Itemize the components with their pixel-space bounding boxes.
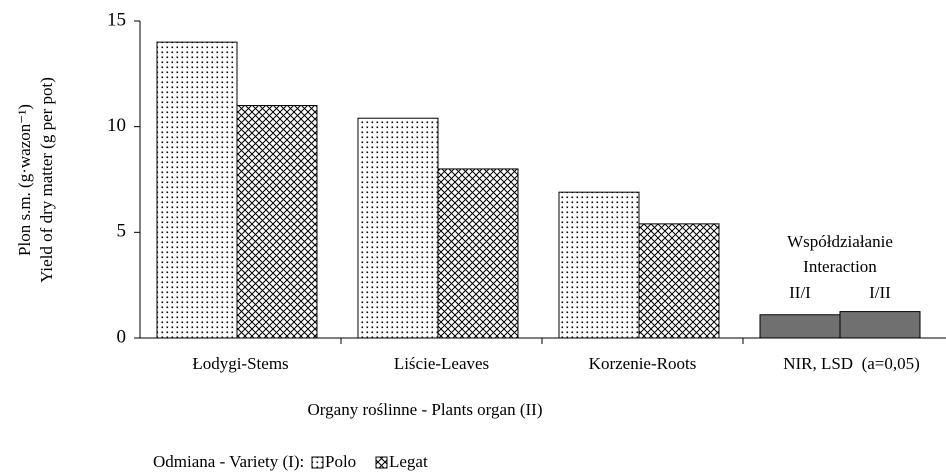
legend-title: Odmiana - Variety (I): [153,452,304,471]
x-axis-label: Organy roślinne - Plants organ (II) [308,400,543,419]
legend-swatch [375,456,388,469]
bar [236,105,318,339]
x-tick-label: Korzenie-Roots [589,354,697,373]
bar [357,117,439,339]
lsd-label: II/I [789,283,811,302]
x-tick-label: NIR, LSD (a=0,05) [783,354,920,373]
annotation: Współdziałanie [787,232,893,251]
legend-swatch [311,456,324,469]
legend-label: Legat [389,452,428,471]
y-tick-label: 15 [107,9,126,30]
bar [558,191,640,339]
y-axis-label-line: Plon s.m. (g·wazon⁻¹) [15,104,34,256]
y-tick-label: 10 [107,115,126,136]
y-axis-label-line: Yield of dry matter (g per pot) [37,77,56,283]
y-axis-label: Plon s.m. (g·wazon⁻¹) Yield of dry matte… [15,77,56,283]
y-tick-label: 5 [117,221,127,242]
bar [437,168,519,339]
y-tick-label: 0 [117,326,127,347]
bar [638,223,720,339]
x-tick-label: Łodygi-Stems [192,354,288,373]
bar [156,41,238,339]
annotation: Interaction [803,257,877,276]
legend-label: Polo [325,452,356,471]
bar [759,314,841,339]
bar [839,311,921,339]
lsd-label: I/II [869,283,891,302]
x-tick-label: Liście-Leaves [394,354,489,373]
